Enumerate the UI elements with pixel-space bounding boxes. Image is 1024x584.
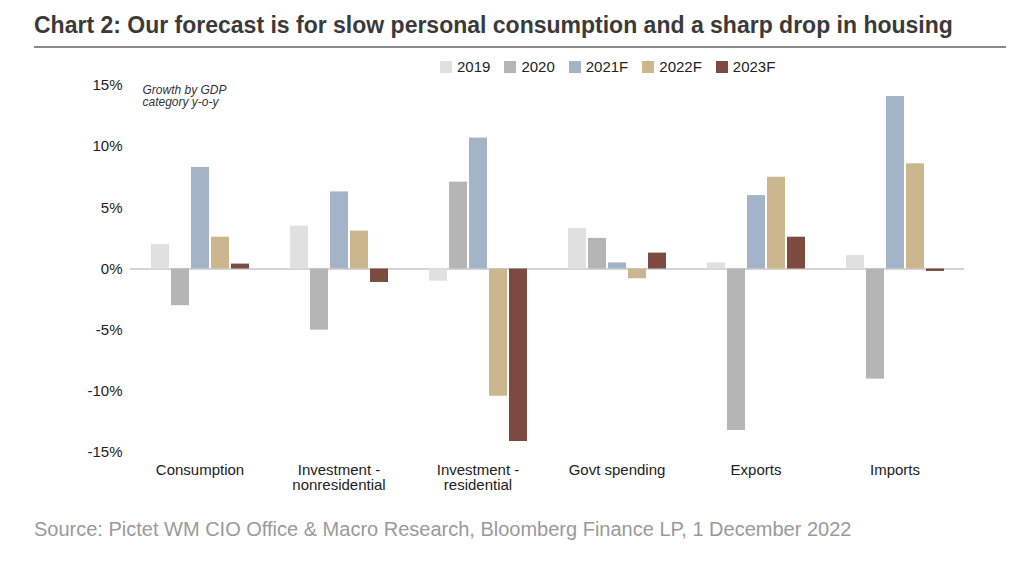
svg-text:-5%: -5% xyxy=(96,321,123,338)
html-text:Chart 2: Our forecast is for s: Chart 2: Our forecast is for slow person… xyxy=(34,12,953,38)
svg-text:Investment -nonresidential: Investment -nonresidential xyxy=(292,461,385,493)
html-text:2019: 2019 xyxy=(457,58,491,75)
svg-text:Imports: Imports xyxy=(870,461,920,478)
svg-text:Growth by GDPcategory y-o-y: Growth by GDPcategory y-o-y xyxy=(143,83,227,109)
svg-text:Govt spending: Govt spending xyxy=(569,461,666,478)
svg-text:-10%: -10% xyxy=(87,382,122,399)
html-text:2023F: 2023F xyxy=(732,58,776,75)
html-text:2020: 2020 xyxy=(521,58,555,75)
svg-text:-15%: -15% xyxy=(87,443,122,460)
svg-text:10%: 10% xyxy=(92,137,122,154)
svg-text:Investment -residential: Investment -residential xyxy=(437,461,520,493)
svg-text:0%: 0% xyxy=(101,260,123,277)
html-text:2022F: 2022F xyxy=(659,58,702,75)
svg-text:15%: 15% xyxy=(92,76,122,93)
svg-text:Exports: Exports xyxy=(731,461,782,478)
html-text:2021F: 2021F xyxy=(585,58,629,75)
svg-text:Consumption: Consumption xyxy=(156,461,244,478)
svg-text:5%: 5% xyxy=(101,199,123,216)
html-text:Source: Pictet WM CIO Office &: Source: Pictet WM CIO Office & Macro Res… xyxy=(34,518,852,540)
